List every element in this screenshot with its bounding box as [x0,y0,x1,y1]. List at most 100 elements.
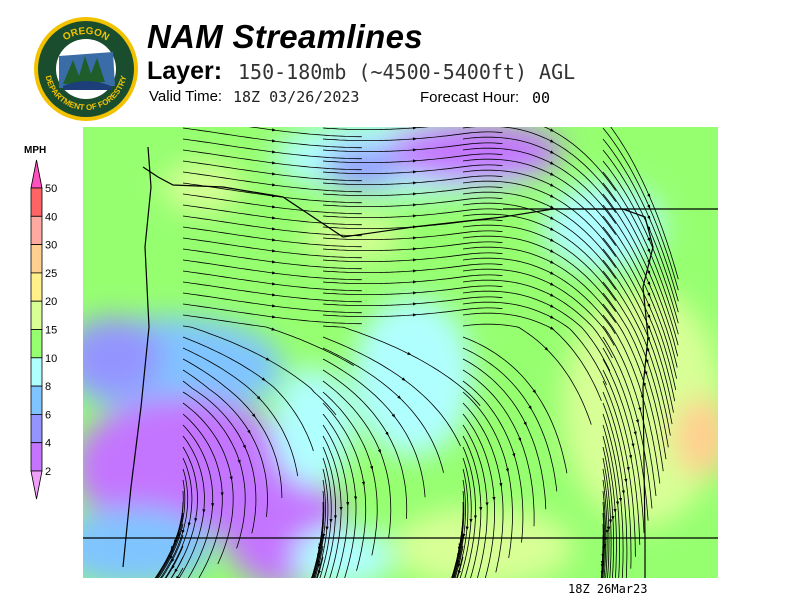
streamline [322,280,417,284]
streamline [387,434,408,519]
streamline [552,306,611,372]
streamline [393,415,426,498]
streamline [552,295,613,359]
streamline [602,402,625,495]
streamline [546,349,592,425]
streamline [600,556,604,575]
forecast-hour-label: Forecast Hour: [420,89,520,106]
streamline [602,391,628,483]
streamline [182,259,277,275]
streamline [322,313,417,317]
streamline [602,182,651,264]
streamline [329,509,342,578]
streamline [155,551,172,578]
streamline [249,432,268,518]
streamline [182,402,233,481]
streamline [513,455,524,543]
streamline [182,138,277,154]
streamline [462,147,555,165]
legend-tick-label: 6 [45,409,51,421]
streamline [462,257,555,275]
streamline [322,181,417,185]
streamline [356,483,367,571]
streamline [414,252,503,261]
map-timestamp: 18Z 26Mar23 [568,582,648,596]
streamline [602,292,648,376]
legend-arrow-max [30,159,43,189]
legend-swatch [30,357,43,387]
streamline [454,565,460,578]
streamline [274,228,362,237]
streamline [399,397,444,473]
streamline [456,572,460,578]
streamline [625,480,632,569]
streamline [602,149,651,231]
layer-value: 150-180mb (~4500-5400ft) AGL [238,60,576,84]
streamline [313,562,319,578]
streamline [165,567,173,578]
streamline [602,193,651,275]
streamline [318,556,324,575]
streamline [552,141,617,202]
streamline [464,517,476,578]
legend-swatch [30,300,43,330]
streamline [459,521,472,578]
streamline [182,226,277,242]
streamline [601,572,603,578]
streamline [322,358,396,418]
streamline [182,160,277,176]
streamline [602,501,607,548]
streamline [187,505,213,578]
streamline [507,470,513,559]
streamline [274,217,362,226]
streamline [322,225,417,229]
streamline [602,358,635,448]
streamline [649,217,679,302]
streamline [602,468,611,531]
streamline [182,347,261,400]
streamline [322,325,412,356]
streamline [462,479,466,538]
streamline [170,570,176,578]
streamline [274,272,362,281]
streamline [274,195,362,204]
streamline [274,305,362,314]
streamline [462,279,555,297]
streamline [170,512,184,554]
streamline [182,281,277,297]
streamline [484,498,495,578]
streamline [414,274,503,283]
state-boundary-or [142,166,654,539]
streamline [322,137,417,141]
streamline [316,572,320,578]
streamline [322,203,417,207]
streamline [635,433,649,521]
streamline [602,248,651,330]
streamline [182,193,277,209]
streamline [414,230,503,239]
streamline [319,521,332,578]
streamline [649,327,674,413]
streamline [274,184,362,193]
streamline [462,413,496,501]
streamline [274,294,362,303]
color-legend: 50 40 30 25 20 15 10 8 6 4 2 [30,159,57,500]
legend-tick-label: 8 [45,381,51,393]
streamline [552,196,617,257]
streamline [646,373,667,460]
streamline [456,534,464,565]
streamline [322,468,329,531]
streamline [268,359,337,416]
legend-swatch [30,329,43,359]
streamline [322,457,333,524]
layer-label: Layer: [147,57,223,85]
legend-tick-label: 30 [45,240,57,252]
streamline [602,314,644,400]
streamline [182,149,277,165]
streamline [534,391,568,474]
streamline [182,380,246,449]
streamline [552,240,617,301]
streamline [182,336,266,381]
streamline [322,446,338,520]
streamline [462,358,527,426]
